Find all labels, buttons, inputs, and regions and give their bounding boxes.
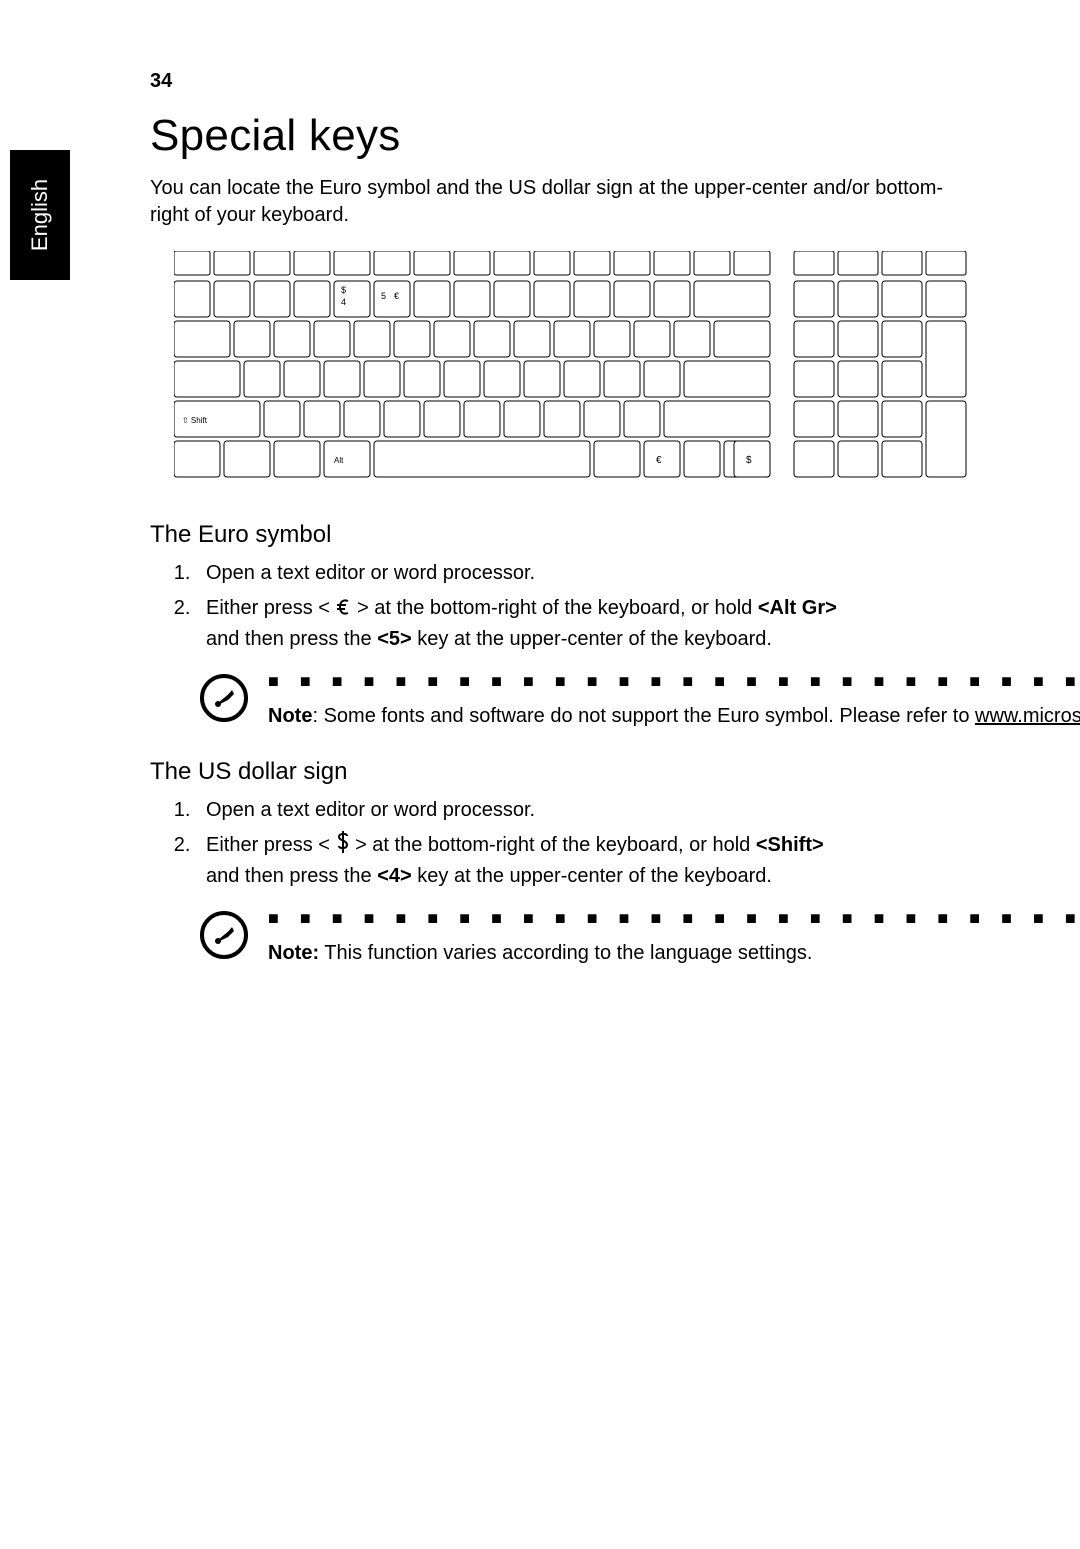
euro-step-2: Either press < > at the bottom-right of … (196, 594, 970, 654)
dollar-note-text: Note: This function varies according to … (268, 939, 1080, 967)
language-tab-label: English (27, 179, 53, 251)
page-number: 34 (150, 70, 970, 93)
euro-heading: The Euro symbol (150, 521, 970, 549)
euro-note-text: Note: Some fonts and software do not sup… (268, 702, 1080, 730)
svg-text:$: $ (746, 455, 752, 466)
euro-step-1: Open a text editor or word processor. (196, 559, 970, 588)
svg-text:5: 5 (381, 291, 386, 301)
dollar-heading: The US dollar sign (150, 758, 970, 786)
document-page: English 34 Special keys You can locate t… (0, 0, 1080, 1549)
dollar-note: ■ ■ ■ ■ ■ ■ ■ ■ ■ ■ ■ ■ ■ ■ ■ ■ ■ ■ ■ ■ … (198, 909, 970, 967)
language-tab: English (10, 150, 70, 280)
euro-note: ■ ■ ■ ■ ■ ■ ■ ■ ■ ■ ■ ■ ■ ■ ■ ■ ■ ■ ■ ■ … (198, 672, 970, 730)
svg-text:Alt: Alt (334, 456, 344, 465)
svg-text:⇧ Shift: ⇧ Shift (182, 416, 208, 425)
svg-text:€: € (394, 291, 399, 301)
note-icon (198, 672, 250, 729)
note-icon (198, 909, 250, 966)
dollar-symbol-icon (336, 831, 350, 862)
euro-steps: Open a text editor or word processor. Ei… (150, 559, 970, 654)
dollar-step-1: Open a text editor or word processor. (196, 796, 970, 825)
microsoft-faq-link[interactable]: www.microsoft.com/typography/faq/faq12.h… (975, 705, 1080, 727)
svg-text:4: 4 (341, 297, 346, 307)
dotted-rule: ■ ■ ■ ■ ■ ■ ■ ■ ■ ■ ■ ■ ■ ■ ■ ■ ■ ■ ■ ■ … (268, 672, 1080, 690)
dollar-step-2: Either press < > at the bottom-right of … (196, 831, 970, 891)
page-title: Special keys (150, 111, 970, 161)
intro-paragraph: You can locate the Euro symbol and the U… (150, 175, 970, 229)
svg-text:€: € (656, 455, 662, 466)
svg-text:$: $ (341, 285, 346, 295)
dotted-rule: ■ ■ ■ ■ ■ ■ ■ ■ ■ ■ ■ ■ ■ ■ ■ ■ ■ ■ ■ ■ … (268, 909, 1080, 927)
euro-symbol-icon (336, 596, 352, 625)
keyboard-diagram: $ 4 5 € ⇧ Shift Alt € $ (174, 251, 970, 491)
dollar-steps: Open a text editor or word processor. Ei… (150, 796, 970, 891)
